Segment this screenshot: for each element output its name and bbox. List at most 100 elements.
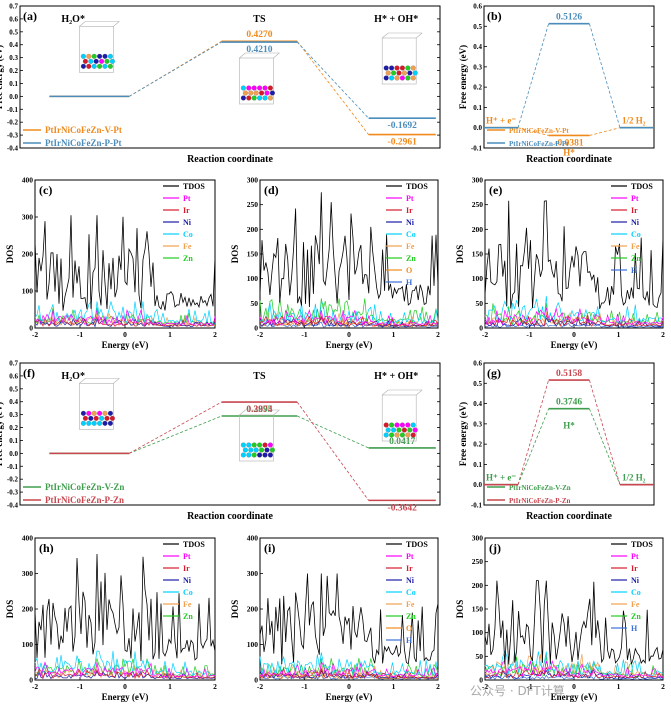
x-tick-label: -2: [257, 682, 263, 691]
y-axis-label: DOS: [230, 245, 240, 264]
legend-entry: Zn: [406, 254, 416, 263]
x-tick-label: 2: [213, 682, 217, 691]
energy-connector: [517, 127, 549, 136]
slab-atom: [405, 75, 411, 81]
legend-entry: TDOS: [183, 540, 205, 549]
dos-curve-ir: [484, 313, 664, 327]
slab-atom: [389, 422, 395, 428]
dos-curve-co: [484, 295, 664, 324]
legend-entry: Co: [631, 588, 641, 597]
slab-atom: [109, 415, 115, 421]
slab-atom: [99, 58, 105, 64]
legend-entry: Ni: [406, 576, 415, 585]
state-label: H* + OH*: [374, 14, 418, 25]
x-tick-label: 1: [168, 682, 172, 691]
legend-entry: TDOS: [631, 182, 653, 191]
panel-label: (d): [264, 183, 279, 197]
x-tick-label: 2: [436, 330, 440, 339]
legend-entry: Ir: [406, 206, 413, 215]
slab-atom: [86, 63, 92, 69]
x-tick-label: 0: [123, 682, 127, 691]
legend-entry: Ni: [183, 576, 192, 585]
panel-label: (i): [264, 541, 275, 555]
legend-entry: Zn: [631, 254, 641, 263]
y-tick-label: 100: [472, 274, 484, 283]
slab-cell: [79, 383, 114, 430]
y-tick-label: 0.1: [473, 461, 482, 469]
dos-curve-ir: [484, 666, 664, 679]
slab-atom: [407, 70, 413, 76]
axes-frame: [483, 362, 655, 506]
watermark: 公众号 · DFT计算: [470, 684, 565, 698]
panel-i: -2 -1 0 1 2 0 100 200 300 400 DOS Energy (eV) (i) TDO…: [230, 534, 440, 703]
slab-atom: [264, 90, 270, 96]
state-label: H₂O*: [61, 371, 85, 382]
legend-entry: PtIrNiCoFeZn-P-Pt: [45, 138, 121, 148]
slab-atom: [385, 427, 391, 433]
y-tick-label: 0.2: [473, 441, 482, 449]
slab-atom: [93, 415, 99, 421]
legend-entry: Co: [406, 230, 416, 239]
panel-label: (a): [23, 9, 37, 23]
panel-label: (f): [23, 366, 35, 380]
dos-curve-o: [259, 318, 439, 328]
dos-curve-ni: [34, 318, 216, 328]
slab-atom: [251, 442, 257, 448]
slab-cell: [239, 409, 246, 416]
state-label: H⁺ + e⁻: [486, 116, 516, 126]
y-tick-label: 250: [247, 200, 259, 209]
legend-entry: Pt: [631, 552, 639, 561]
y-tick-label: 150: [247, 250, 259, 259]
y-tick-label: 150: [472, 605, 484, 614]
x-axis-label: Energy (eV): [102, 340, 149, 350]
slab-atom: [248, 90, 254, 96]
slab-atom: [97, 63, 103, 69]
energy-value-label: -0.0381: [554, 138, 584, 148]
x-tick-label: 2: [436, 682, 440, 691]
y-tick-label: 0.4: [473, 400, 482, 408]
legend-entry: Ir: [631, 206, 638, 215]
y-tick-label: 0.5: [473, 23, 482, 31]
y-tick-label: 300: [472, 534, 484, 543]
y-tick-label: 0: [254, 676, 258, 685]
energy-connector: [297, 415, 369, 449]
slab-atom: [405, 422, 411, 428]
slab-atom: [246, 85, 252, 91]
y-tick-label: 100: [247, 274, 259, 283]
dos-curve-pt: [259, 308, 439, 327]
y-tick-label: 0.5: [473, 380, 482, 388]
legend-entry: TDOS: [183, 182, 205, 191]
slab-atom: [240, 452, 246, 458]
slab-atom: [107, 410, 113, 416]
legend-entry: PtIrNiCoFeZn-V-Zn: [509, 484, 571, 492]
slab-atom: [93, 58, 99, 64]
slab-atom: [240, 442, 246, 448]
slab-atom: [102, 420, 108, 426]
dos-curve-ni: [259, 669, 439, 680]
y-tick-label: 400: [22, 534, 34, 543]
legend-entry: Ir: [183, 564, 190, 573]
legend-entry: PtIrNiCoFeZn-P-Zn: [509, 497, 571, 505]
legend-entry: Ni: [631, 218, 640, 227]
slab-atom: [401, 427, 407, 433]
slab-atom: [80, 420, 86, 426]
energy-value-label: 0.3746: [556, 398, 582, 408]
y-tick-label: 0.5: [9, 28, 18, 36]
panel-j: -2 -1 0 1 2 0 50 100 150 200 250 300 DOS Energy (eV) (…: [455, 534, 665, 703]
energy-value-label: 0.4270: [246, 30, 272, 40]
energy-connector: [296, 401, 369, 501]
dos-curve-co: [259, 652, 439, 677]
y-tick-label: 0.3: [473, 63, 482, 71]
slab-atom: [264, 447, 270, 453]
slab-cell: [381, 394, 417, 442]
y-axis-label: DOS: [230, 600, 240, 619]
energy-connector: [129, 415, 222, 454]
energy-value-label: 0.5126: [556, 13, 582, 23]
y-tick-label: -0.1: [7, 463, 19, 471]
y-tick-label: 50: [476, 652, 484, 661]
slab-cell: [113, 21, 120, 27]
axes-frame: [483, 5, 655, 149]
slab-atom: [246, 452, 252, 458]
slab-atom: [104, 58, 110, 64]
y-axis-label: DOS: [455, 245, 465, 264]
